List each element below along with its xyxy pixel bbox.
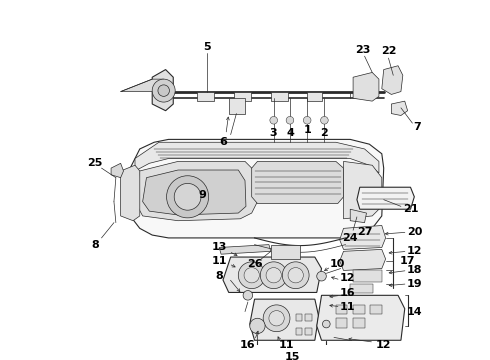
Bar <box>353 270 382 282</box>
Text: 12: 12 <box>407 246 422 256</box>
Bar <box>197 91 215 101</box>
Bar <box>353 305 365 314</box>
Circle shape <box>167 176 209 218</box>
Text: 1: 1 <box>303 125 311 135</box>
Text: 10: 10 <box>330 259 345 269</box>
Polygon shape <box>135 161 257 221</box>
Text: 11: 11 <box>211 256 227 266</box>
Polygon shape <box>357 187 415 209</box>
Circle shape <box>158 85 170 96</box>
Circle shape <box>288 267 303 283</box>
Circle shape <box>260 262 287 289</box>
Text: 16: 16 <box>340 288 355 298</box>
Polygon shape <box>250 299 318 340</box>
Polygon shape <box>121 79 164 91</box>
Polygon shape <box>317 295 405 340</box>
Circle shape <box>269 311 284 326</box>
Circle shape <box>282 262 309 289</box>
Circle shape <box>243 291 253 300</box>
Circle shape <box>320 116 328 124</box>
Bar <box>295 314 302 321</box>
Polygon shape <box>340 225 386 249</box>
Text: 12: 12 <box>340 273 355 283</box>
Bar <box>271 245 299 259</box>
Polygon shape <box>143 170 246 215</box>
Circle shape <box>266 267 281 283</box>
Text: 11: 11 <box>278 340 294 350</box>
Circle shape <box>244 267 259 283</box>
Polygon shape <box>252 161 343 203</box>
Circle shape <box>286 116 294 124</box>
Polygon shape <box>350 209 367 222</box>
Text: 21: 21 <box>403 204 418 214</box>
Bar <box>336 305 347 314</box>
Text: 8: 8 <box>91 240 98 249</box>
Text: 17: 17 <box>400 256 416 266</box>
Circle shape <box>317 271 326 281</box>
Bar <box>271 91 288 101</box>
Circle shape <box>303 116 311 124</box>
Text: 9: 9 <box>198 190 206 200</box>
Text: 7: 7 <box>413 122 421 132</box>
Bar <box>295 328 302 334</box>
Bar <box>370 305 382 314</box>
Text: 26: 26 <box>247 259 262 269</box>
Polygon shape <box>353 72 379 101</box>
Text: 12: 12 <box>376 340 392 350</box>
Circle shape <box>270 116 277 124</box>
Text: 25: 25 <box>87 158 102 168</box>
Polygon shape <box>219 245 271 254</box>
Text: 11: 11 <box>340 302 355 312</box>
Bar <box>234 91 251 101</box>
Text: 23: 23 <box>355 45 370 55</box>
Circle shape <box>250 318 265 334</box>
Text: 27: 27 <box>357 227 372 237</box>
Text: 18: 18 <box>407 265 422 275</box>
Text: 5: 5 <box>203 42 211 51</box>
Text: 15: 15 <box>285 352 300 360</box>
Circle shape <box>152 79 175 102</box>
Text: 14: 14 <box>407 307 422 316</box>
Text: 2: 2 <box>320 128 328 138</box>
Polygon shape <box>121 165 140 221</box>
Polygon shape <box>223 257 321 292</box>
Text: 3: 3 <box>269 128 276 138</box>
Circle shape <box>238 262 265 289</box>
Polygon shape <box>135 142 379 173</box>
Polygon shape <box>229 98 245 113</box>
Polygon shape <box>382 66 403 94</box>
Bar <box>307 91 321 101</box>
Polygon shape <box>152 69 173 111</box>
Text: 22: 22 <box>381 46 396 57</box>
Text: 6: 6 <box>219 137 227 147</box>
Circle shape <box>322 320 330 328</box>
Bar <box>353 318 365 328</box>
Circle shape <box>174 183 201 210</box>
Polygon shape <box>340 249 386 270</box>
Text: 4: 4 <box>286 128 294 138</box>
Bar <box>350 284 373 293</box>
Text: 16: 16 <box>240 340 256 350</box>
Text: 8: 8 <box>215 271 223 281</box>
Bar <box>305 314 312 321</box>
Text: 13: 13 <box>212 243 227 252</box>
Polygon shape <box>111 163 123 178</box>
Polygon shape <box>130 139 384 238</box>
Bar <box>336 318 347 328</box>
Bar <box>305 328 312 334</box>
Polygon shape <box>343 161 382 219</box>
Text: 19: 19 <box>407 279 422 289</box>
Circle shape <box>263 305 290 332</box>
Polygon shape <box>392 101 408 116</box>
Text: 24: 24 <box>343 233 358 243</box>
Text: 20: 20 <box>407 227 422 237</box>
